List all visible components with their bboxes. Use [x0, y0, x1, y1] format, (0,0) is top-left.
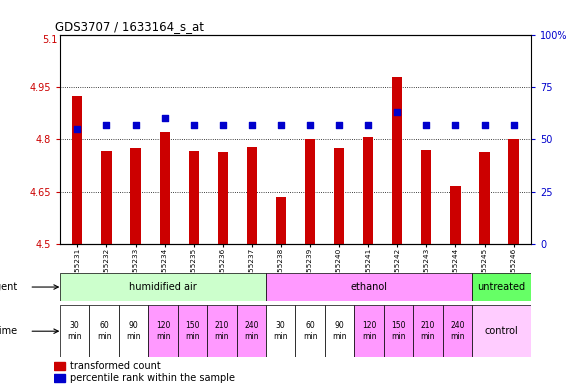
Bar — [102, 151, 111, 244]
Bar — [296, 305, 325, 357]
Bar — [148, 305, 178, 357]
Bar — [451, 186, 461, 244]
Text: humidified air: humidified air — [129, 282, 197, 292]
Point — [480, 121, 489, 127]
Text: 60
min: 60 min — [97, 321, 111, 341]
Point — [247, 121, 256, 127]
Bar — [266, 305, 296, 357]
Bar — [334, 148, 344, 244]
Bar — [509, 139, 518, 244]
Bar — [90, 305, 119, 357]
Bar — [54, 374, 65, 382]
Bar — [130, 148, 140, 244]
Text: 240
min: 240 min — [244, 321, 259, 341]
Point — [218, 121, 227, 127]
Text: percentile rank within the sample: percentile rank within the sample — [70, 373, 235, 383]
Point — [189, 121, 198, 127]
Bar — [247, 147, 257, 244]
Text: 90
min: 90 min — [126, 321, 141, 341]
Bar — [60, 273, 266, 301]
Bar — [207, 305, 236, 357]
Text: ethanol: ethanol — [351, 282, 388, 292]
Text: 210
min: 210 min — [215, 321, 229, 341]
Bar — [119, 305, 148, 357]
Text: 210
min: 210 min — [421, 321, 435, 341]
Bar — [480, 152, 489, 244]
Bar — [305, 139, 315, 244]
Point — [509, 121, 518, 127]
Bar — [159, 132, 170, 244]
Text: 240
min: 240 min — [450, 321, 465, 341]
Point — [422, 121, 431, 127]
Text: transformed count: transformed count — [70, 361, 160, 371]
Point — [160, 115, 169, 121]
Text: 30
min: 30 min — [274, 321, 288, 341]
Bar — [218, 152, 228, 244]
Text: 5.1: 5.1 — [42, 35, 58, 45]
Point — [335, 121, 344, 127]
Bar — [325, 305, 355, 357]
Point — [276, 121, 286, 127]
Text: 90
min: 90 min — [332, 321, 347, 341]
Text: 120
min: 120 min — [156, 321, 170, 341]
Bar — [384, 305, 413, 357]
Bar — [178, 305, 207, 357]
Bar — [413, 305, 443, 357]
Point — [73, 126, 82, 132]
Bar — [73, 96, 82, 244]
Point — [364, 121, 373, 127]
Bar — [472, 305, 531, 357]
Bar — [60, 305, 90, 357]
Point — [451, 121, 460, 127]
Text: 60
min: 60 min — [303, 321, 317, 341]
Text: GDS3707 / 1633164_s_at: GDS3707 / 1633164_s_at — [55, 20, 204, 33]
Text: 150
min: 150 min — [391, 321, 406, 341]
Point — [131, 121, 140, 127]
Text: 30
min: 30 min — [67, 321, 82, 341]
Bar — [54, 362, 65, 369]
Text: agent: agent — [0, 282, 18, 292]
Text: 150
min: 150 min — [185, 321, 200, 341]
Bar — [355, 305, 384, 357]
Point — [102, 121, 111, 127]
Text: untreated: untreated — [477, 282, 526, 292]
Text: time: time — [0, 326, 18, 336]
Bar — [392, 77, 403, 244]
Bar — [443, 305, 472, 357]
Bar — [421, 151, 432, 244]
Bar — [188, 151, 199, 244]
Bar — [276, 197, 286, 244]
Text: 120
min: 120 min — [362, 321, 376, 341]
Bar — [236, 305, 266, 357]
Point — [305, 121, 315, 127]
Bar — [266, 273, 472, 301]
Text: control: control — [485, 326, 518, 336]
Bar — [363, 137, 373, 244]
Point — [393, 109, 402, 115]
Bar — [472, 273, 531, 301]
